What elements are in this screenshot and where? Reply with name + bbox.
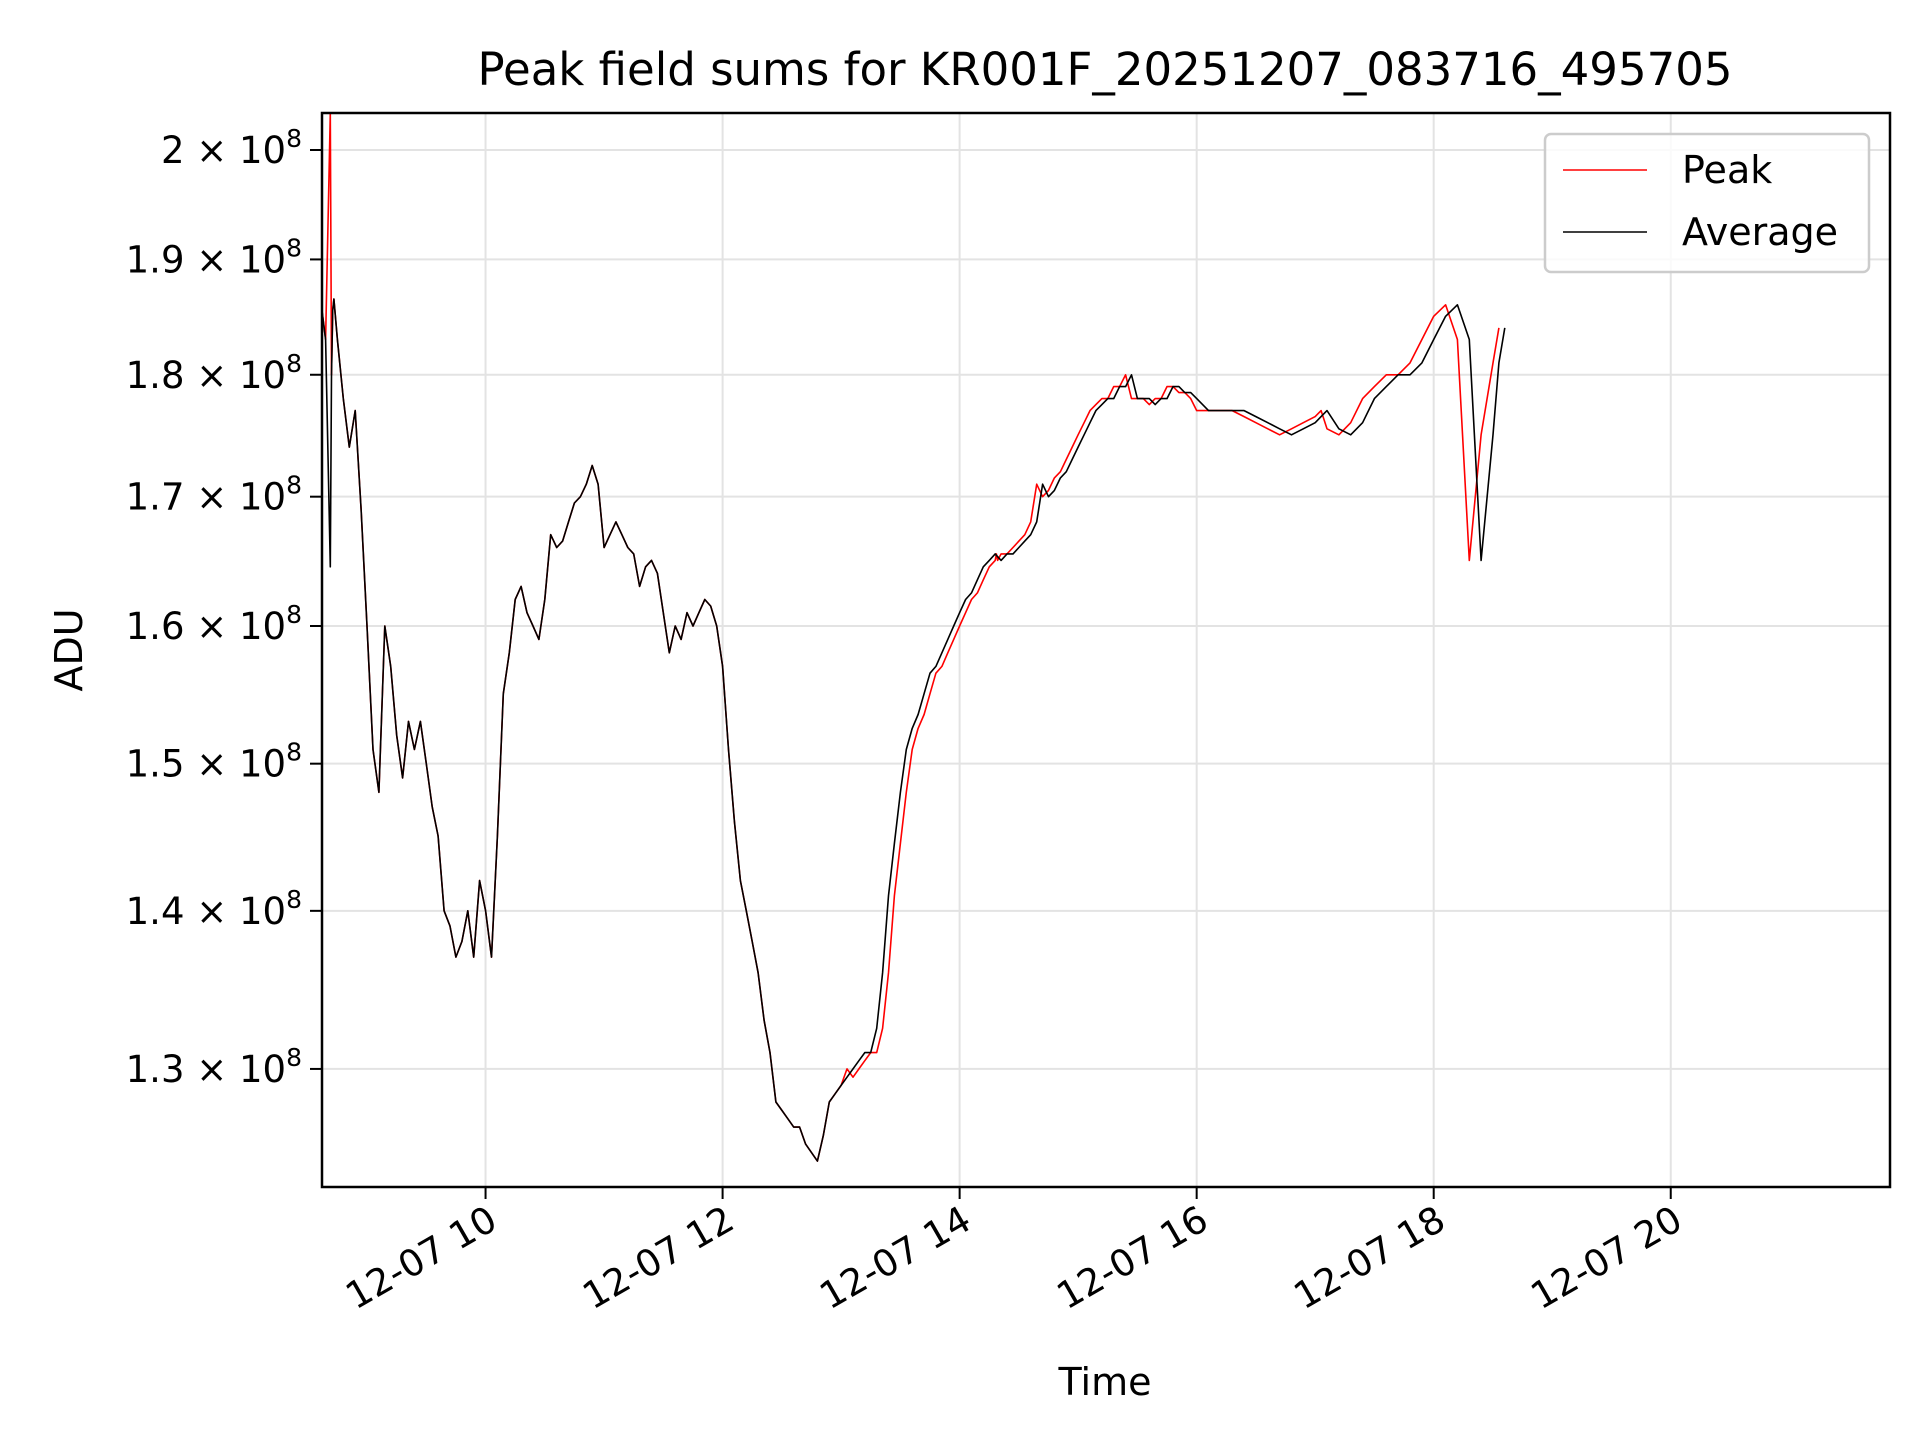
x-axis-label: Time	[1058, 1360, 1152, 1404]
grid-lines	[322, 113, 1890, 1187]
x-tick-label: 12-07 10	[338, 1198, 504, 1318]
y-axis-ticks: 1.3 × 108 1.4 × 108 1.5 × 108 1.6 × 108 1.7 …	[126, 124, 322, 1091]
x-tick-label: 12-07 14	[813, 1198, 979, 1318]
y-tick-label: 2 × 108	[161, 124, 302, 172]
x-tick-label: 12-07 12	[576, 1198, 742, 1318]
legend-label-peak: Peak	[1682, 148, 1772, 192]
legend-label-average: Average	[1682, 210, 1838, 254]
legend-box	[1543, 132, 1871, 274]
x-tick-label: 12-07 18	[1287, 1198, 1453, 1318]
x-tick-label: 12-07 16	[1050, 1198, 1216, 1318]
series-line-peak	[321, 112, 1500, 1162]
x-axis-ticks: 12-07 10 12-07 12 12-07 14 12-07 16 12-07 18…	[338, 1187, 1689, 1318]
y-tick-label: 1.9 × 108	[126, 233, 302, 281]
legend: Peak Average	[1543, 132, 1871, 274]
chart-title: Peak field sums for KR001F_20251207_0837…	[478, 43, 1733, 96]
y-tick-label: 1.8 × 108	[126, 349, 302, 397]
series-layer	[321, 112, 1506, 1162]
plot-area-frame	[320, 111, 1892, 1189]
y-tick-label: 1.7 × 108	[126, 471, 302, 519]
y-tick-label: 1.6 × 108	[126, 600, 302, 648]
y-axis-label: ADU	[47, 608, 91, 691]
x-tick-label: 12-07 20	[1524, 1198, 1690, 1318]
series-line-average	[321, 298, 1506, 1162]
y-tick-label: 1.5 × 108	[126, 738, 302, 786]
y-tick-label: 1.4 × 108	[126, 885, 302, 933]
y-tick-label: 1.3 × 108	[126, 1043, 302, 1091]
